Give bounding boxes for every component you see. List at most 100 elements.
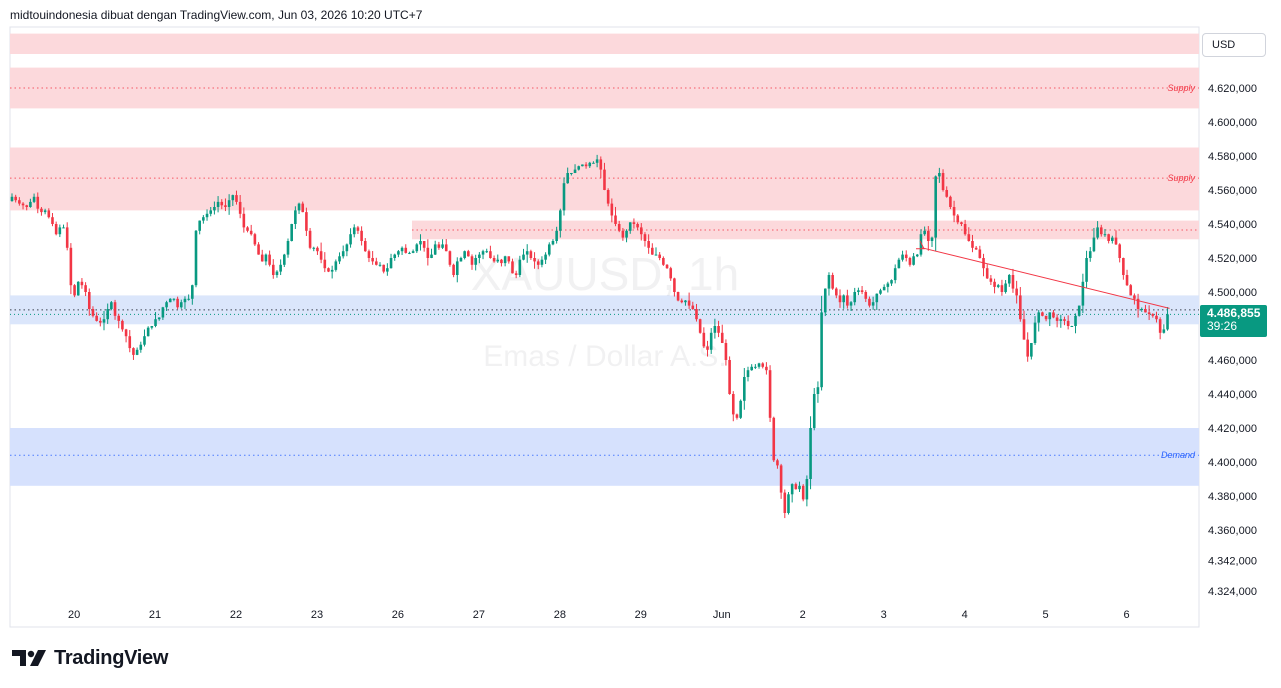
zone-supply-0[interactable] [10,33,1199,54]
candle-body [628,222,632,231]
projection-arrow-line[interactable] [921,247,1170,309]
candle-body [312,247,316,249]
candle-body [794,484,798,490]
candle-body [743,377,746,401]
candle-body [143,336,146,345]
candle-body [242,213,246,228]
candle-body [1114,237,1118,245]
candle-body [698,319,702,333]
candle-body [305,212,308,231]
candle-body [1055,317,1059,321]
candle-body [956,215,960,223]
candle-body [617,224,621,231]
candle-body [191,285,194,299]
candle-body [835,288,838,296]
x-tick-label: 6 [1123,609,1129,621]
candle-body [996,285,1000,287]
candle-body [823,288,827,313]
candle-body [330,269,334,272]
x-tick-label: 21 [149,609,161,621]
candle-body [47,210,51,218]
price-axis[interactable]: 4.620,000 4.600,000 4.580,000 4.560,000 4.54… [1208,83,1257,598]
candle-body [500,259,503,264]
candle-body [338,256,341,262]
tradingview-logo[interactable]: TradingView [12,645,168,671]
candle-body [974,247,978,250]
candle-body [636,224,639,228]
candle-body [426,247,430,258]
candle-body [1074,315,1077,326]
candle-body [1011,275,1015,289]
candle-body [1059,319,1063,321]
candle-body [581,164,584,167]
candle-body [761,363,765,367]
candle-body [544,254,547,260]
candle-body [603,169,606,190]
candle-body [967,234,971,241]
candle-body [411,251,415,253]
candle-body [36,196,40,209]
candle-body [275,271,279,275]
candle-body [205,213,209,218]
candle-body [150,326,154,328]
candle-body [1066,320,1070,326]
candle-body [555,230,558,241]
candle-body [662,258,665,265]
candle-body [886,283,890,287]
candle-body [213,207,216,211]
y-tick-label: 4.420,000 [1208,423,1257,435]
candle-body [172,298,176,300]
candle-body [779,465,783,493]
candle-body [1044,315,1048,320]
candle-body [220,201,224,206]
tradingview-logo-icon [12,650,46,666]
candle-body [816,387,820,394]
x-tick-label: 27 [473,609,485,621]
candle-body [595,159,599,163]
zone-supply-3[interactable] [412,220,1199,240]
candle-body [463,251,466,258]
candle-body [882,286,886,291]
candle-body [1155,315,1158,320]
candle-body [1077,305,1081,316]
candle-body [375,261,378,265]
y-tick-label: 4.540,000 [1208,219,1257,231]
candle-body [901,254,904,260]
candle-body [455,261,459,275]
candle-body [367,251,371,258]
zone-demand-5[interactable] [10,428,1199,486]
candle-body [1007,275,1011,284]
candle-body [260,254,264,262]
candle-body [1144,309,1147,313]
last-price-tag: 4.486,855 39:26 [1200,305,1267,337]
candle-body [518,259,522,275]
candle-body [930,237,934,241]
candle-body [639,227,643,235]
candle-body [971,241,974,248]
y-tick-label: 4.500,000 [1208,287,1257,299]
candle-body [1041,312,1044,316]
y-tick-label: 4.380,000 [1208,491,1257,503]
candle-body [121,320,124,330]
candle-body [805,479,809,500]
candle-body [489,251,492,258]
candle-body [1030,343,1033,357]
time-axis[interactable]: 20 21 22 23 26 27 28 29 Jun 2 3 4 5 6 [68,609,1130,621]
candle-body [249,230,253,235]
candle-body [838,295,842,303]
candle-body [625,230,628,238]
currency-selector[interactable]: USD [1202,33,1266,57]
y-tick-label: 4.324,000 [1208,586,1257,598]
y-tick-label: 4.600,000 [1208,117,1257,129]
candle-body [327,268,330,272]
candle-body [993,281,996,287]
candles-layer [10,154,1169,519]
candle-body [62,227,65,229]
candle-body [378,264,382,266]
candle-body [238,201,242,214]
candle-body [301,203,305,213]
candle-body [978,249,982,258]
candle-body [224,205,227,207]
candle-body [470,256,474,265]
